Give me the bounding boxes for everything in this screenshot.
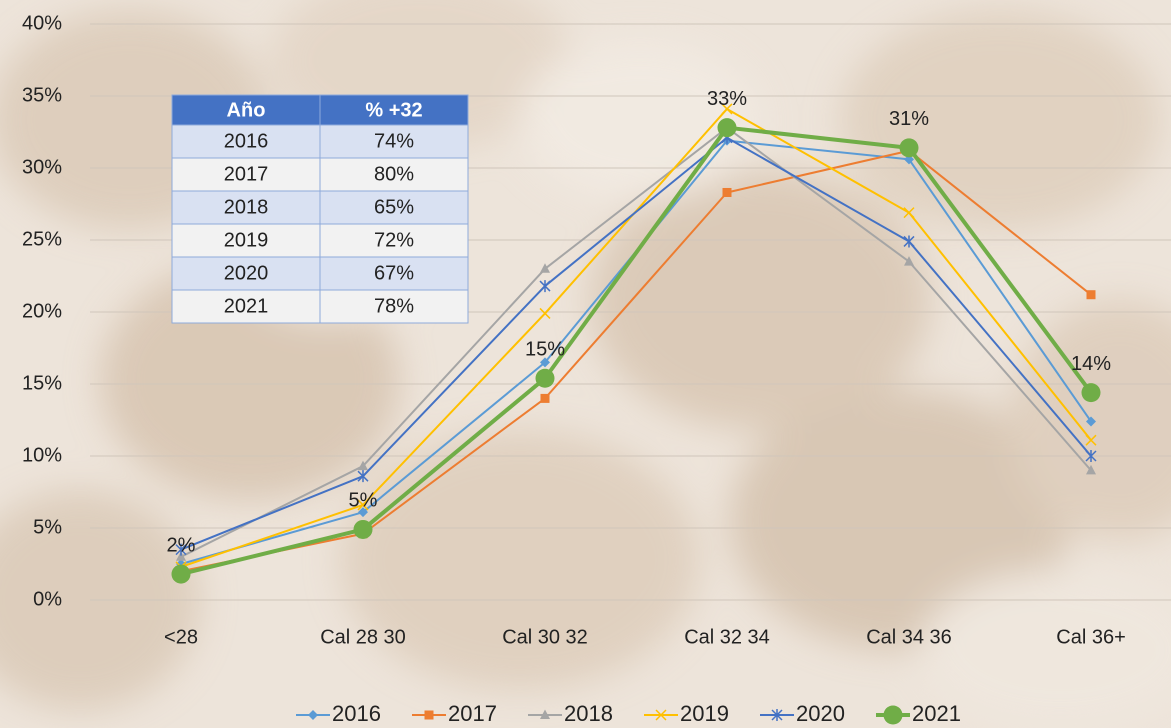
x-tick-label: Cal 28 30	[320, 626, 406, 648]
data-label: 15%	[525, 339, 565, 361]
data-label: 33%	[707, 88, 747, 110]
marker	[1082, 383, 1101, 402]
legend-label: 2016	[332, 701, 381, 726]
data-label: 14%	[1071, 353, 1111, 375]
table-text: 80%	[374, 163, 414, 185]
y-tick-label: 10%	[22, 444, 62, 466]
x-tick-label: Cal 32 34	[684, 626, 770, 648]
y-tick-label: 35%	[22, 84, 62, 106]
table-text: 2021	[224, 295, 269, 317]
y-tick-label: 5%	[33, 516, 62, 538]
marker	[425, 711, 434, 720]
x-tick-label: <28	[164, 626, 198, 648]
marker	[723, 188, 732, 197]
table-text: 2016	[224, 130, 269, 152]
legend-label: 2017	[448, 701, 497, 726]
marker	[1087, 290, 1096, 299]
table-header: % +32	[365, 99, 422, 121]
table-text: 2020	[224, 262, 269, 284]
data-label: 31%	[889, 108, 929, 130]
x-tick-label: Cal 30 32	[502, 626, 588, 648]
marker	[900, 138, 919, 157]
legend-label: 2020	[796, 701, 845, 726]
table-text: 78%	[374, 295, 414, 317]
x-tick-label: Cal 36+	[1056, 626, 1126, 648]
data-label: 2%	[167, 534, 196, 556]
table-text: 67%	[374, 262, 414, 284]
legend-label: 2021	[912, 701, 961, 726]
marker	[354, 520, 373, 539]
table-text: 72%	[374, 229, 414, 251]
legend-label: 2018	[564, 701, 613, 726]
table-text: 2018	[224, 196, 269, 218]
table-header: Año	[227, 99, 266, 121]
marker	[541, 394, 550, 403]
table-text: 65%	[374, 196, 414, 218]
y-tick-label: 0%	[33, 588, 62, 610]
y-tick-label: 30%	[22, 156, 62, 178]
y-tick-label: 20%	[22, 300, 62, 322]
legend-label: 2019	[680, 701, 729, 726]
marker	[172, 565, 191, 584]
marker	[718, 118, 737, 137]
chart: 0% 5% 10% 15% 20% 25% 30% 35% 40% <28 Cal 28 30 Cal…	[0, 0, 1171, 728]
table-text: 2019	[224, 229, 269, 251]
table-text: 74%	[374, 130, 414, 152]
y-tick-label: 40%	[22, 12, 62, 34]
y-tick-label: 25%	[22, 228, 62, 250]
data-label: 5%	[349, 490, 378, 512]
y-tick-label: 15%	[22, 372, 62, 394]
marker	[884, 706, 903, 725]
x-tick-label: Cal 34 36	[866, 626, 952, 648]
table-text: 2017	[224, 163, 269, 185]
data-table: Año % +32 2016 74% 2017 80% 2018 65% 2019 72% 2020…	[172, 95, 468, 323]
marker	[536, 369, 555, 388]
